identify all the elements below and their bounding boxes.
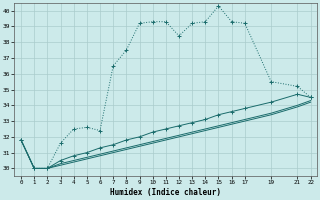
X-axis label: Humidex (Indice chaleur): Humidex (Indice chaleur) xyxy=(110,188,221,197)
